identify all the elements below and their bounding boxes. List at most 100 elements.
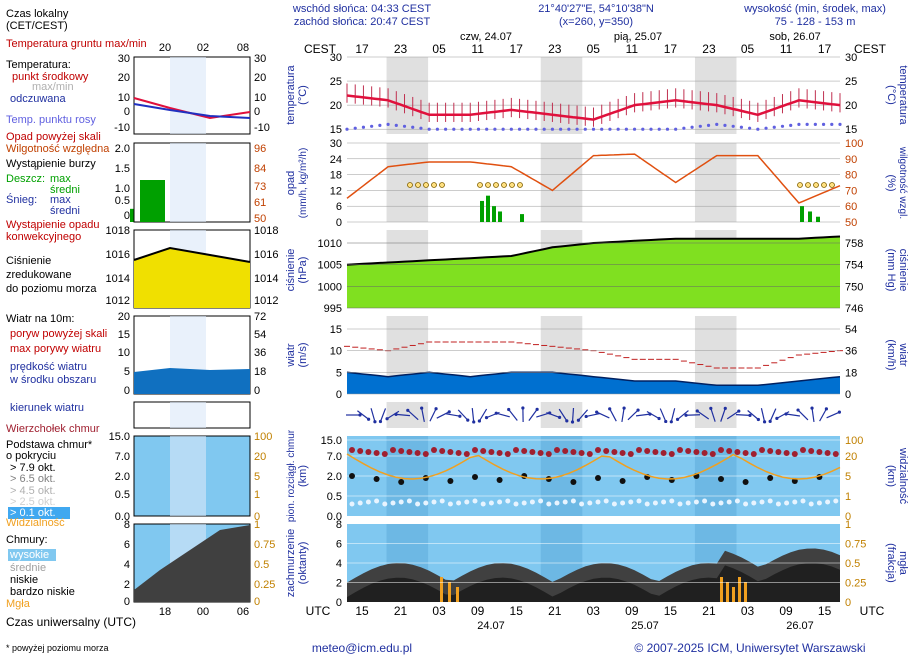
dew-point-dot	[575, 127, 579, 131]
legend-ground: Temperatura gruntu max/min	[6, 38, 147, 50]
dew-point-dot	[748, 126, 752, 130]
cloud-base-dot-27	[570, 479, 577, 485]
legend-clouds-vlow: bardzo niskie	[10, 586, 75, 598]
wind-arrow-head-10	[458, 414, 462, 418]
cloud-low-dot-33	[620, 500, 626, 506]
bottom-axis-left-label: UTC	[306, 604, 331, 618]
legend-pressure-tick-l-3: 1012	[106, 295, 130, 307]
cloud-base-dot-30	[595, 475, 601, 481]
temp-tick-l-1: 25	[330, 76, 342, 88]
bottom-hour-3: 09	[471, 604, 485, 618]
legend-cover-fill	[134, 525, 250, 602]
legend-pressure-fill	[134, 248, 250, 308]
cover-tick-l-0: 8	[336, 519, 342, 531]
legend-temp-tick-r-4: -10	[254, 122, 270, 134]
storm-marker-7	[493, 182, 499, 188]
dew-point-dot	[780, 124, 785, 128]
copyright: © 2007-2025 ICM, Uniwersytet Warszawski	[634, 641, 865, 655]
legend-time-tick-1: 20	[159, 42, 171, 54]
legend-temp-tick-r-3: 0	[254, 106, 260, 118]
wind-arrow-head-28	[636, 408, 640, 412]
top-hour-9: 23	[702, 42, 716, 56]
wind-ylabel-r: (km/h)	[885, 339, 897, 370]
dew-point-dot	[665, 127, 670, 131]
storm-marker-4	[439, 182, 445, 188]
wind-arrow-head-44	[784, 412, 788, 416]
top-axis-left-label: CEST	[304, 42, 337, 56]
cloud-top-dot-14	[463, 451, 470, 457]
rain-bar-7	[800, 206, 804, 222]
legend-precip-above: Opad powyżej skali	[6, 131, 101, 143]
dew-point-dot	[493, 127, 497, 131]
wind-arrow-head-36	[709, 406, 713, 410]
pressure-ylabel-r: (mm Hg)	[885, 249, 897, 292]
wind-tick-r-3: 0	[845, 389, 851, 401]
cloud-low-dot-26	[562, 499, 568, 505]
cloudbase-ylabel-l: pion. rozciągł. chmur	[286, 429, 297, 522]
top-hour-4: 17	[510, 42, 524, 56]
legend-cloud-tick-l-2: 2.0	[115, 471, 130, 483]
night-band-temp-0	[386, 57, 429, 134]
precip-tick-r-1: 90	[845, 154, 857, 166]
dew-point-dot	[813, 122, 817, 126]
temp-tick-r-0: 30	[845, 52, 857, 64]
elevation-values: 75 - 128 - 153 m	[775, 16, 856, 28]
visibility-line	[346, 453, 841, 480]
dew-point-dot	[657, 127, 661, 131]
dew-point-dot	[534, 127, 538, 131]
legend-wind-speed-1: prędkość wiatru	[10, 361, 87, 373]
coords-text: 21°40'27"E, 54°10'38"N	[538, 3, 654, 15]
cloud-low-dot-55	[800, 498, 806, 504]
wind-arrow-head-8	[434, 407, 438, 411]
temp-tick-r-3: 15	[845, 124, 857, 136]
legend-convective-2: konwekcyjnego	[6, 231, 81, 243]
wind-arrow-head-5	[394, 412, 398, 416]
email-link[interactable]: meteo@icm.edu.pl	[312, 641, 412, 655]
cloudbase-tick-l-4: 0.0	[327, 511, 342, 523]
cloud-low-dot-47	[734, 498, 740, 504]
wind-arrow-11	[457, 409, 469, 421]
temp-tick-l-0: 30	[330, 52, 342, 64]
cover-tick-l-1: 6	[336, 539, 342, 551]
legend-wind-dir: kierunek wiatru	[10, 402, 84, 414]
cloud-low-dot-8	[415, 501, 421, 507]
legend-precip-tick-r-3: 61	[254, 197, 266, 209]
wind-arrow-head-12	[472, 420, 476, 424]
legend-temp-title: Temperatura:	[6, 59, 71, 71]
legend-precip-tick-l-1: 1.5	[115, 163, 130, 175]
cover-tick-l-2: 4	[336, 558, 342, 570]
bottom-hour-10: 03	[741, 604, 755, 618]
storm-marker-8	[501, 182, 507, 188]
top-day-1: czw, 24.07	[460, 31, 512, 43]
wind-arrow-4	[386, 410, 400, 420]
cloud-top-dot-54	[791, 451, 798, 457]
wind-arrow-head-46	[810, 406, 814, 410]
legend-column: Czas lokalny (CET/CEST) 20 02 08 > 0.1 o…	[6, 8, 278, 610]
precip-tick-l-4: 6	[336, 201, 342, 213]
cloud-top-dot-5	[390, 447, 396, 453]
legend-precip-tick-r-2: 73	[254, 181, 266, 193]
temp-ylabel-r: (°C)	[885, 85, 897, 105]
cloud-top-dot-37	[652, 449, 659, 455]
rain-bar-6	[520, 214, 524, 222]
legend-cloud-tick-r-4: 0	[254, 511, 260, 523]
wind-arrow-head-33	[675, 417, 680, 422]
wind-arrow-head-47	[824, 407, 828, 411]
wind-arrow-22	[571, 407, 575, 423]
fog-bar-3	[720, 577, 723, 602]
dew-point-dot	[370, 124, 374, 128]
dew-point-dot	[361, 125, 366, 129]
legend-precip-tick-r-4: 50	[254, 213, 266, 225]
cloud-top-dot-35	[636, 447, 642, 453]
wind-tick-r-2: 18	[845, 367, 857, 379]
wind-arrow-head-41	[762, 420, 767, 424]
dew-point-dot	[559, 127, 563, 131]
bottom-hour-2: 03	[432, 604, 446, 618]
cloudbase-tick-l-3: 0.5	[327, 491, 342, 503]
cloudbase-tick-r-2: 5	[845, 471, 851, 483]
cover-ylabel-r: (frakcja)	[885, 543, 897, 583]
legend-pressure-tick-l-1: 1016	[106, 249, 130, 261]
dew-point-dot	[419, 126, 423, 130]
footnote: * powyżej poziomu morza	[6, 643, 109, 653]
cloud-top-dot-46	[726, 448, 733, 454]
